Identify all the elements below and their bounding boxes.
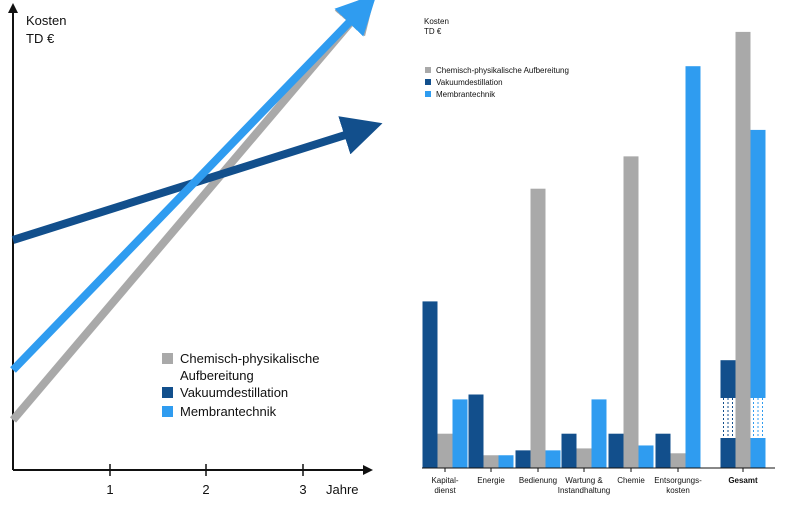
- line-ylabel: Kosten: [26, 13, 66, 28]
- line-x-tick-label-1: 1: [106, 482, 113, 497]
- bar-marks-group: [422, 31, 766, 469]
- bar-legend-swatch-membran: [425, 91, 431, 97]
- bar-x-tick-label: Gesamt: [728, 476, 758, 485]
- bar-legend-swatch-vakuum: [425, 79, 431, 85]
- bar-x-tick-label: Entsorgungs-: [654, 476, 702, 485]
- bar-legend-swatch-chemisch: [425, 67, 431, 73]
- bar-x-tick-label: kosten: [666, 486, 690, 495]
- bar-bedienung-membran: [545, 450, 561, 468]
- legend-swatch-chemisch: [162, 353, 173, 364]
- bar-legend: Chemisch-physikalische Aufbereitung Vaku…: [425, 66, 569, 99]
- bar-bedienung-chemisch: [530, 188, 546, 468]
- line-xlabel: Jahre: [326, 482, 359, 497]
- bar-energie-vakuum: [468, 394, 484, 468]
- bar-ylabel: Kosten: [424, 17, 449, 26]
- legend-label-membran: Membrantechnik: [180, 404, 277, 419]
- bar-chemie-vakuum: [608, 433, 624, 468]
- bar-yunit: TD €: [424, 27, 442, 36]
- bar-legend-label-membran: Membrantechnik: [436, 90, 496, 99]
- bar-kapitaldienst-chemisch: [437, 433, 453, 468]
- bar-gesamt-vakuum: [720, 360, 736, 398]
- bar-bedienung-vakuum: [515, 450, 531, 468]
- bar-entsorgung-chemisch: [670, 453, 686, 468]
- bar-wartung-chemisch: [576, 448, 592, 468]
- line-series-chemisch: [9, 0, 376, 423]
- legend-swatch-vakuum: [162, 387, 173, 398]
- bar-kapitaldienst-membran: [452, 399, 468, 468]
- bar-gesamt-membran: [750, 129, 766, 398]
- bar-kapitaldienst-vakuum: [422, 301, 438, 468]
- bar-gesamt-vakuum-low: [720, 438, 736, 468]
- bar-legend-label-chemisch: Chemisch-physikalische Aufbereitung: [436, 66, 569, 75]
- bar-entsorgung-vakuum: [655, 433, 671, 468]
- bar-energie-membran: [498, 455, 514, 468]
- line-yunit: TD €: [26, 31, 55, 46]
- bar-x-tick-label: Chemie: [617, 476, 645, 485]
- bar-energie-chemisch: [483, 455, 499, 468]
- bar-chemie-chemisch: [623, 156, 639, 469]
- bar-x-tick-label: dienst: [434, 486, 456, 495]
- bar-x-tick-label: Energie: [477, 476, 505, 485]
- bar-gesamt-chemisch: [735, 31, 751, 469]
- bar-wartung-membran: [591, 399, 607, 468]
- bar-x-tick-label: Instandhaltung: [558, 486, 611, 495]
- line-x-tick-label-3: 3: [299, 482, 306, 497]
- bar-entsorgung-membran: [685, 66, 701, 468]
- legend-label-vakuum: Vakuumdestillation: [180, 385, 288, 400]
- legend-swatch-membran: [162, 406, 173, 417]
- line-legend: Chemisch-physikalische Aufbereitung Vaku…: [162, 351, 319, 419]
- line-series-group: [9, 0, 383, 423]
- bar-gesamt-membran-low: [750, 438, 766, 468]
- line-chart: Kosten TD € 1 2 3 Jahre Chemisch-physika…: [8, 0, 383, 497]
- line-series-membran: [10, 0, 377, 373]
- bar-x-tick-label: Kapital-: [431, 476, 458, 485]
- line-x-tick-label-2: 2: [202, 482, 209, 497]
- bar-x-tick-label: Bedienung: [519, 476, 557, 485]
- legend-label-chemisch-2: Aufbereitung: [180, 368, 254, 383]
- bar-chart: Kosten TD € Chemisch-physikalische Aufbe…: [422, 17, 775, 495]
- bar-ticks-group: Kapital-dienst Energie Bedienung Wartung &I…: [431, 468, 758, 495]
- bar-legend-label-vakuum: Vakuumdestillation: [436, 78, 503, 87]
- bar-chemie-membran: [638, 445, 654, 468]
- legend-label-chemisch-1: Chemisch-physikalische: [180, 351, 319, 366]
- bar-x-tick-label: Wartung &: [565, 476, 603, 485]
- bar-wartung-vakuum: [561, 433, 577, 468]
